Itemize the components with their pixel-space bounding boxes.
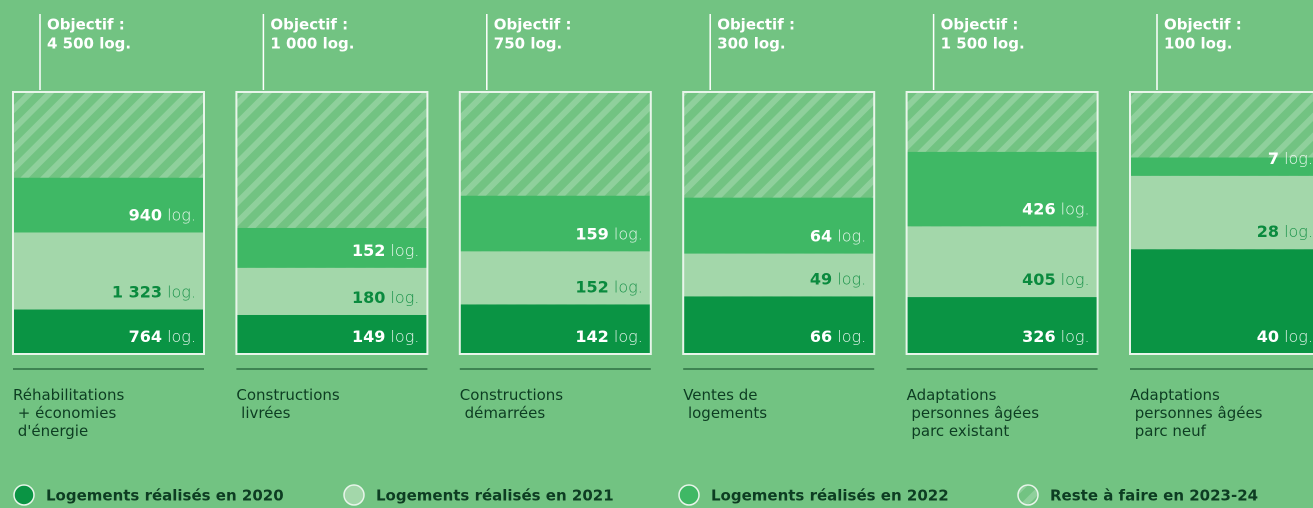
bar-segment — [1130, 175, 1313, 250]
value-label: 66 log. — [810, 327, 866, 346]
value-label: 152 log. — [352, 240, 419, 259]
bar-frame — [905, 91, 1099, 355]
legend-label: Logements réalisés en 2020 — [46, 487, 284, 505]
value-label: 1 323 log. — [112, 282, 196, 301]
bar-segment — [236, 314, 428, 354]
value-label: 326 log. — [1022, 327, 1089, 346]
value-label: 40 log. — [1257, 327, 1313, 346]
legend-label: Logements réalisés en 2022 — [711, 487, 949, 505]
value-label: 149 log. — [352, 327, 419, 346]
category-label: Constructions démarrées — [460, 386, 564, 422]
bar-segment — [13, 232, 204, 310]
objective-title: Objectif : — [270, 16, 348, 34]
legend-swatch — [678, 484, 700, 506]
objective-value: 4 500 log. — [47, 35, 131, 53]
objective-value: 750 log. — [494, 35, 562, 53]
bar-segment — [236, 267, 428, 315]
bar-frame — [682, 91, 876, 355]
legend-label: Reste à faire en 2023-24 — [1050, 487, 1258, 505]
objective-value: 1 500 log. — [941, 35, 1025, 53]
bar-segment — [906, 151, 1098, 227]
category-label: Constructions livrées — [236, 386, 340, 422]
bar-frame — [235, 91, 429, 355]
legend-swatch — [1017, 484, 1039, 506]
bar-segment — [906, 297, 1098, 354]
objective-value: 1 000 log. — [270, 35, 354, 53]
bar-segment — [683, 253, 875, 297]
bar-segment — [906, 226, 1098, 298]
bar-frame — [1129, 91, 1313, 355]
objective-title: Objectif : — [494, 16, 572, 34]
bar-segment — [459, 304, 651, 354]
value-label: 405 log. — [1022, 270, 1089, 289]
bar-segment — [459, 251, 651, 305]
value-label: 764 log. — [129, 327, 196, 346]
legend-swatch — [343, 484, 365, 506]
bar-segment — [13, 177, 204, 233]
bar-frame — [458, 91, 652, 355]
bar-segment — [236, 227, 428, 268]
category-label: Adaptations personnes âgées parc neuf — [1130, 386, 1263, 440]
value-label: 152 log. — [575, 277, 642, 296]
value-label: 940 log. — [129, 205, 196, 224]
category-label: Ventes de logements — [683, 386, 767, 422]
value-label: 180 log. — [352, 287, 419, 306]
bar-segment — [683, 296, 875, 354]
bar-segment — [683, 197, 875, 254]
bar-segment — [459, 195, 651, 252]
value-label: 49 log. — [810, 269, 866, 288]
category-label: Adaptations personnes âgées parc existan… — [907, 386, 1040, 440]
category-label: Réhabilitations + économies d'énergie — [13, 386, 125, 440]
objective-value: 100 log. — [1164, 35, 1232, 53]
objective-value: 300 log. — [717, 35, 785, 53]
value-label: 64 log. — [810, 226, 866, 245]
legend-label: Logements réalisés en 2021 — [376, 487, 614, 505]
bar-segment — [1130, 249, 1313, 354]
legend-swatch — [13, 484, 35, 506]
objective-title: Objectif : — [47, 16, 125, 34]
bar-segment — [13, 309, 204, 354]
value-label: 28 log. — [1257, 222, 1313, 241]
objective-title: Objectif : — [1164, 16, 1242, 34]
value-label: 159 log. — [575, 224, 642, 243]
bar-segment — [1130, 157, 1313, 176]
objective-title: Objectif : — [717, 16, 795, 34]
value-label: 7 log. — [1268, 148, 1313, 167]
objective-title: Objectif : — [941, 16, 1019, 34]
bar-frame — [12, 91, 205, 355]
value-label: 426 log. — [1022, 199, 1089, 218]
value-label: 142 log. — [575, 327, 642, 346]
